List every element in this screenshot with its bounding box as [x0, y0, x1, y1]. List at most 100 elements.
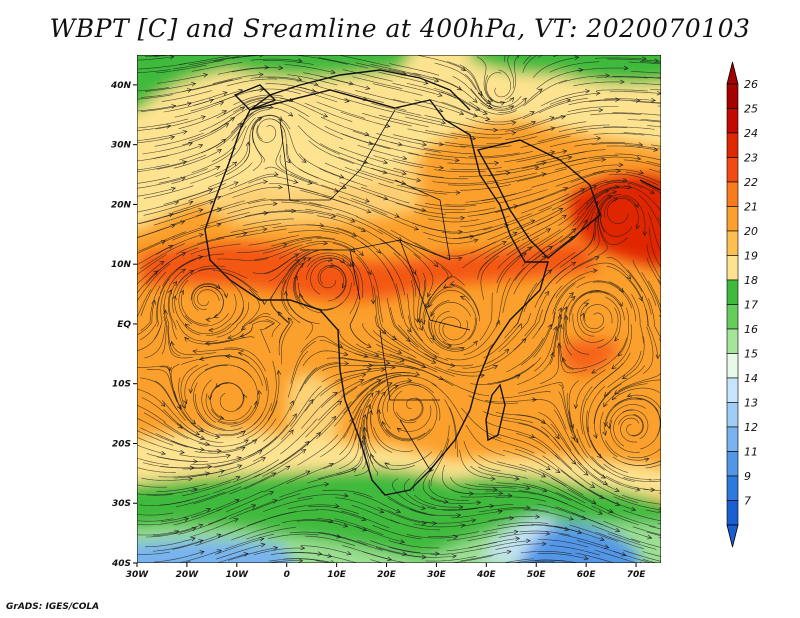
streamline: [423, 147, 475, 155]
streamline: [298, 416, 336, 452]
streamline: [339, 182, 388, 200]
streamline: [251, 114, 291, 130]
streamline: [523, 509, 574, 520]
streamline: [521, 324, 552, 366]
streamline: [646, 531, 661, 537]
streamline: [645, 509, 661, 514]
streamline: [647, 212, 661, 252]
streamline: [155, 116, 206, 130]
streamline: [340, 111, 390, 127]
streamline-arrowhead: [430, 311, 435, 317]
streamline: [257, 118, 286, 140]
streamline-arrowhead: [529, 433, 535, 439]
streamline-arrowhead: [225, 453, 231, 459]
streamline: [396, 202, 447, 215]
streamline: [216, 198, 266, 213]
streamline-arrowhead: [569, 292, 574, 297]
streamline: [253, 429, 294, 462]
streamline: [426, 506, 478, 511]
streamline-arrowhead: [365, 85, 371, 90]
streamline: [592, 169, 644, 174]
streamline: [557, 292, 574, 341]
streamline: [551, 477, 597, 504]
streamline: [570, 290, 610, 316]
streamline: [621, 494, 661, 505]
streamline: [376, 295, 397, 340]
streamline: [446, 531, 498, 541]
streamline: [300, 336, 343, 353]
streamline: [532, 56, 579, 78]
streamline-arrowhead: [200, 435, 206, 441]
streamline-arrowhead: [205, 508, 211, 513]
streamline: [605, 296, 622, 342]
streamline: [362, 113, 412, 127]
streamline: [591, 505, 639, 526]
streamline-arrowhead: [525, 538, 531, 544]
streamline: [343, 379, 382, 414]
streamline: [306, 224, 357, 237]
streamline-arrowhead: [268, 104, 274, 110]
streamline: [193, 89, 243, 106]
streamline-arrowhead: [187, 476, 193, 482]
streamline-arrowhead: [366, 404, 371, 410]
streamline: [195, 527, 244, 547]
streamline-arrowhead: [598, 107, 604, 113]
streamline: [596, 89, 648, 92]
borders-africa: [279, 109, 471, 471]
streamline: [266, 560, 303, 563]
streamline: [252, 253, 299, 274]
streamline-arrowhead: [257, 389, 262, 395]
streamline-arrowhead: [192, 349, 198, 354]
streamline-arrowhead: [180, 220, 186, 225]
streamline-arrowhead: [190, 537, 196, 542]
streamline: [459, 64, 492, 104]
streamline-arrowhead: [596, 136, 602, 141]
colorbar-label: 18: [744, 274, 758, 287]
streamline: [580, 302, 605, 333]
streamline: [484, 232, 529, 259]
streamline-arrowhead: [163, 309, 168, 315]
streamline: [137, 105, 176, 112]
streamline: [486, 434, 535, 454]
colorbar-swatch: [726, 132, 739, 158]
streamline: [462, 241, 507, 269]
streamline-arrowhead: [368, 392, 374, 398]
streamline-arrowhead: [437, 92, 443, 97]
streamline: [393, 167, 444, 178]
streamline-arrowhead: [618, 162, 624, 168]
streamline-arrowhead: [201, 49, 205, 53]
streamline: [488, 516, 540, 521]
streamline: [538, 188, 585, 212]
streamline: [211, 104, 256, 132]
streamline: [267, 441, 310, 471]
streamline: [137, 430, 174, 446]
streamline-arrowhead: [573, 404, 579, 410]
streamline: [252, 493, 301, 511]
streamline: [406, 398, 423, 420]
streamline: [355, 90, 405, 104]
longitude-tick-labels: 30W 20W 10W 0 10E 20E 30E 40E 50E 60E 70E: [126, 563, 646, 580]
streamline: [458, 172, 511, 177]
streamline: [137, 213, 174, 225]
streamline: [137, 388, 166, 407]
streamline: [351, 505, 400, 524]
streamline: [606, 198, 629, 225]
streamline-arrowhead: [615, 97, 621, 102]
colorbar-label: 9: [744, 470, 751, 483]
streamline: [392, 158, 444, 169]
streamline-arrowhead: [260, 457, 266, 462]
streamline: [322, 195, 371, 213]
streamline-arrowhead: [498, 491, 504, 496]
streamline-arrowhead: [447, 343, 453, 348]
streamline-arrowhead: [216, 222, 222, 228]
streamline-arrowhead: [560, 115, 566, 120]
streamline: [428, 218, 480, 223]
streamline: [469, 538, 520, 548]
streamline-arrowhead: [450, 363, 456, 368]
colorbar-label: 12: [744, 421, 758, 434]
streamline-arrowhead: [252, 439, 258, 444]
streamline: [141, 397, 183, 429]
streamline-arrowhead: [642, 231, 648, 237]
streamline-arrowhead: [192, 49, 196, 53]
streamline: [333, 243, 372, 275]
